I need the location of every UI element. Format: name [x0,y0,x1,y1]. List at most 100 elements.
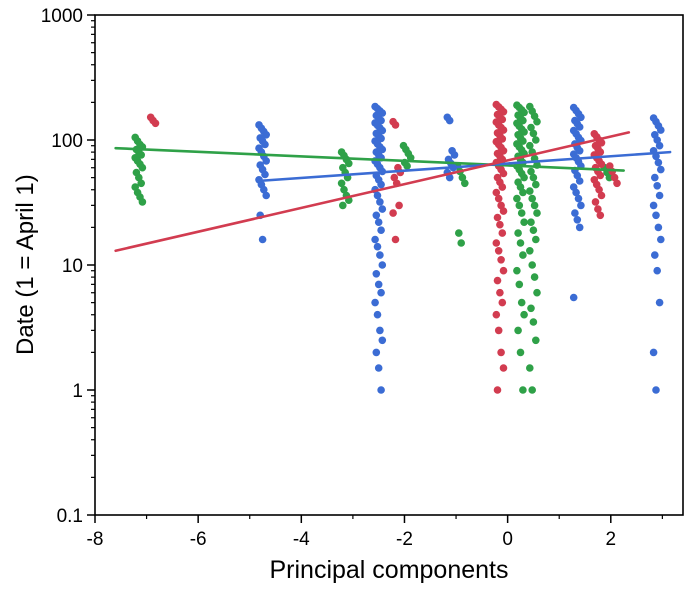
data-point-series-blue [649,201,658,210]
data-point-series-green [519,116,527,125]
data-point-series-blue [260,185,268,194]
data-point-series-green [605,173,614,182]
data-point-series-blue [378,145,387,154]
data-point-series-green [138,163,147,172]
data-point-series-green [520,310,528,319]
data-point-series-red [395,201,403,210]
data-point-series-blue [575,223,584,232]
data-point-series-blue [657,165,665,174]
data-point-series-green [519,188,527,197]
data-point-series-blue [445,173,454,182]
data-point-series-blue [655,191,664,200]
data-point-series-red [499,126,508,134]
data-point-series-red [391,235,400,244]
data-point-series-red [613,179,621,188]
data-point-series-red [499,169,508,178]
data-point-series-blue [655,141,664,150]
data-point-series-red [499,207,508,215]
data-point-series-green [530,273,539,281]
data-point-series-blue [651,251,659,259]
y-tick-label: 1 [72,381,83,402]
data-point-series-blue [653,182,661,190]
data-point-series-red [389,209,397,217]
trend-line-series-blue [256,150,672,183]
data-point-series-green [532,180,540,189]
data-point-series-blue [657,126,665,134]
data-point-series-red [493,276,502,285]
data-point-series-blue [657,235,665,244]
data-point-series-green [340,185,348,194]
x-tick-label: -4 [293,529,310,550]
data-point-series-green [520,108,528,117]
data-point-series-green [516,239,525,247]
data-point-series-blue [378,336,387,345]
data-point-series-red [493,213,502,222]
data-point-series-red [499,364,508,372]
data-point-series-red [597,191,606,200]
data-point-series-green [135,173,143,182]
data-point-series-green [455,229,463,237]
data-point-series-blue [373,310,382,319]
data-point-series-green [457,239,466,247]
data-point-series-blue [575,123,584,131]
data-point-series-red [591,198,600,206]
y-tick-label: 1000 [41,6,83,27]
plot-frame [94,14,684,516]
data-point-series-green [533,288,541,297]
data-point-series-green [515,201,524,210]
data-point-series-blue [261,170,269,179]
data-point-series-red [498,135,507,143]
data-point-series-green [520,128,528,136]
data-point-series-green [527,167,535,176]
data-point-series-red [595,185,603,194]
data-point-series-blue [373,191,382,200]
data-point-series-green [138,198,147,206]
data-point-series-red [596,148,605,156]
data-point-series-red [494,326,503,335]
data-point-series-green [519,386,527,394]
data-point-series-blue [651,173,659,182]
data-point-series-blue [377,134,385,143]
data-point-series-green [519,251,527,259]
data-point-series-green [517,209,526,217]
data-point-series-blue [445,116,454,125]
data-point-series-green [528,194,536,203]
data-point-series-green [406,154,415,162]
data-point-series-green [516,348,525,357]
data-point-series-green [345,159,353,168]
data-point-series-red [610,173,619,182]
data-point-series-blue [372,270,381,278]
data-point-series-blue [652,211,660,220]
data-point-series-red [492,188,501,197]
data-point-series-blue [652,386,660,394]
data-point-series-blue [653,266,661,275]
y-axis-title: Date (1 = April 1) [12,174,39,356]
data-point-series-green [527,304,535,313]
data-point-series-red [498,229,507,237]
data-point-series-blue [261,140,269,149]
data-point-series-green [513,194,521,203]
data-point-series-green [137,151,145,159]
data-point-series-green [515,280,524,289]
data-point-series-red [492,310,501,319]
data-point-series-green [514,229,522,237]
data-point-series-blue [262,131,271,139]
data-point-series-red [497,348,505,357]
data-point-series-blue [373,242,382,251]
data-point-series-blue [574,194,583,203]
data-point-series-red [496,288,504,297]
data-point-series-blue [654,223,663,232]
data-point-series-green [403,162,411,170]
data-point-series-blue [371,298,379,307]
data-point-series-red [492,239,501,247]
data-point-series-blue [654,158,663,167]
data-point-series-blue [573,216,582,224]
data-point-series-blue [572,188,580,197]
y-tick-label: 0.1 [57,506,83,527]
data-point-series-blue [376,251,384,259]
data-point-series-blue [649,348,658,357]
data-point-series-red [498,298,507,307]
trend-line-series-red [114,131,631,253]
data-point-series-green [532,235,540,244]
